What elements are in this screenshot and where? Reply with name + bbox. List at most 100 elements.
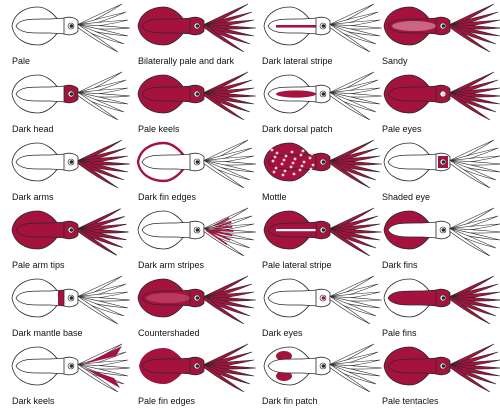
- eye: [441, 92, 446, 96]
- arm: [449, 91, 491, 121]
- mottle-spot: [284, 154, 288, 158]
- mottle-spot: [275, 151, 279, 155]
- dark-keels-label: Dark keels: [12, 396, 55, 406]
- dark-eyes-illustration: [263, 275, 383, 325]
- dark-fin-edges-illustration: [136, 139, 257, 189]
- eye: [195, 92, 200, 96]
- pale-arm-tip: [122, 246, 126, 250]
- lateral-stripe: [276, 25, 318, 28]
- pale-arm-tip: [128, 230, 132, 234]
- eye: [321, 92, 326, 96]
- dark-arm-stripes-label: Dark arm stripes: [138, 260, 205, 270]
- mantle: [387, 85, 439, 103]
- mottle-spot: [302, 160, 306, 164]
- arm: [203, 363, 245, 393]
- mantle: [267, 289, 319, 307]
- mantle: [15, 85, 67, 103]
- eye: [195, 160, 200, 164]
- eye: [69, 160, 74, 164]
- pale-lateral-stripe-label: Pale lateral stripe: [262, 260, 332, 270]
- mantle: [15, 17, 67, 35]
- dark-fins-illustration: [383, 207, 500, 257]
- eye: [441, 228, 446, 232]
- mantle: [141, 85, 193, 103]
- mottle-spot: [291, 161, 295, 165]
- mantle-base-band: [58, 290, 66, 306]
- arm: [329, 363, 371, 393]
- dark-fins-label: Dark fins: [382, 260, 418, 270]
- pale-arm-tips-label: Pale arm tips: [12, 260, 65, 270]
- bilaterally-pale-and-dark-label: Bilaterally pale and dark: [138, 56, 235, 66]
- mottle-spot: [270, 148, 274, 152]
- eye: [195, 296, 200, 300]
- arm: [329, 295, 371, 325]
- dark-head-label: Dark head: [12, 124, 54, 134]
- mantle: [15, 153, 67, 171]
- eye: [69, 228, 74, 232]
- eye: [321, 364, 326, 368]
- mottle-spot: [299, 153, 303, 157]
- mantle: [387, 289, 439, 307]
- mottle-spot: [293, 157, 297, 161]
- arm: [77, 159, 119, 189]
- arm: [77, 295, 119, 325]
- mottle-spot: [311, 163, 315, 167]
- bilaterally-pale-and-dark-illustration: [137, 3, 257, 53]
- mottle-spot: [300, 164, 304, 168]
- mottle-spot: [301, 149, 305, 153]
- eye: [441, 160, 446, 164]
- eye: [441, 296, 446, 300]
- countershaded-label: Countershaded: [138, 328, 200, 338]
- fin-patch-top: [276, 351, 292, 361]
- mottle-spot: [298, 168, 302, 172]
- mottle-spot: [280, 162, 284, 166]
- dark-mantle-base-illustration: [11, 275, 131, 325]
- pale-keels-label: Pale keels: [138, 124, 180, 134]
- arm: [203, 295, 245, 325]
- mottle-spot: [310, 152, 314, 156]
- eye: [69, 24, 74, 28]
- pale-tentacles-illustration: [383, 343, 500, 393]
- dark-fin-patch-label: Dark fin patch: [262, 396, 318, 406]
- arm: [329, 159, 371, 189]
- mottle-spot: [273, 155, 277, 159]
- arm: [203, 159, 245, 189]
- sandy-illustration: [383, 3, 500, 53]
- pale-lateral-stripe: [276, 229, 318, 232]
- countershaded-illustration: [137, 275, 257, 325]
- pale-fins-label: Pale fins: [382, 328, 417, 338]
- sandy-mantle: [392, 21, 436, 31]
- mantle: [141, 221, 193, 239]
- mottle-spot: [307, 171, 311, 175]
- eye: [321, 24, 326, 28]
- dark-head-illustration: [11, 71, 131, 121]
- eye: [441, 24, 446, 28]
- mantle: [15, 357, 67, 375]
- mottle-spot: [272, 170, 276, 174]
- pale-fin-edges-illustration: [136, 343, 257, 393]
- eye: [321, 228, 326, 232]
- arm: [449, 23, 491, 53]
- dark-dorsal-patch-illustration: [263, 71, 383, 121]
- arm: [449, 227, 491, 257]
- mottle-spot: [309, 167, 313, 171]
- pale-arm-tip: [126, 222, 130, 226]
- eye: [195, 364, 200, 368]
- mantle: [387, 153, 439, 171]
- keel-top: [84, 346, 122, 364]
- shaded-eye-illustration: [383, 139, 500, 189]
- keel-bottom: [84, 368, 120, 388]
- eye: [441, 364, 446, 368]
- pale-keels-illustration: [137, 71, 257, 121]
- shaded-eye-label: Shaded eye: [382, 192, 431, 202]
- dark-mantle-base-label: Dark mantle base: [12, 328, 83, 338]
- fin-patch-bottom: [276, 371, 292, 381]
- dark-fin-patch-illustration: [263, 343, 383, 393]
- countershade: [146, 293, 190, 303]
- dorsal-patch: [276, 90, 316, 98]
- pale-eyes-illustration: [383, 71, 500, 121]
- mantle: [141, 153, 193, 171]
- eye: [321, 296, 326, 300]
- pale-illustration: [11, 3, 131, 53]
